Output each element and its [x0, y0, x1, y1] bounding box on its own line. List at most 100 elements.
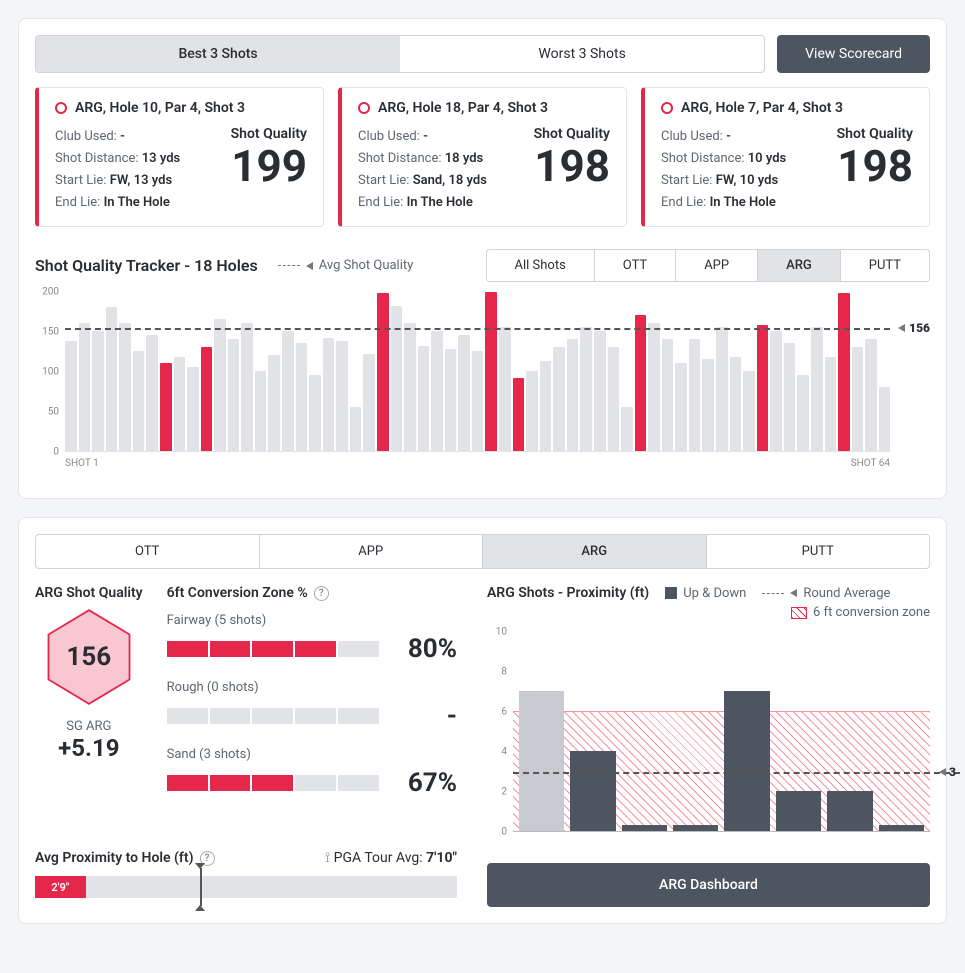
bar [716, 327, 728, 451]
shot-details: Club Used: - Shot Distance: 10 yds Start… [661, 126, 786, 214]
filter-app[interactable]: APP [675, 250, 757, 281]
conversion-row: Rough (0 shots) - [167, 680, 457, 731]
bar [838, 293, 850, 451]
tab-best-shots[interactable]: Best 3 Shots [36, 36, 400, 72]
bar [363, 354, 375, 452]
view-scorecard-button[interactable]: View Scorecard [777, 35, 930, 73]
bar [404, 323, 416, 451]
bar [201, 347, 213, 451]
pct: 80% [399, 634, 457, 664]
bar [485, 292, 497, 451]
bar [553, 347, 565, 451]
bar [608, 347, 620, 451]
tracker-filter-tabs: All ShotsOTTAPPARGPUTT [486, 249, 931, 282]
segment-bar [167, 775, 379, 791]
bar [146, 335, 158, 451]
shot-cards-row: ARG, Hole 10, Par 4, Shot 3 Club Used: -… [35, 87, 930, 227]
filter-ott[interactable]: OTT [594, 250, 675, 281]
tab-ott[interactable]: OTT [36, 535, 259, 568]
filter-all-shots[interactable]: All Shots [487, 250, 594, 281]
bar [702, 359, 714, 451]
bar [635, 315, 647, 451]
bar [675, 363, 687, 451]
sg-value: +5.19 [35, 734, 143, 762]
pct: 67% [399, 768, 457, 798]
pga-avg: ⟟ PGA Tour Avg: 7'10" [325, 850, 457, 866]
tab-arg[interactable]: ARG [482, 535, 706, 568]
prox-bar [724, 691, 769, 831]
bar [458, 335, 470, 451]
pct: - [399, 701, 457, 731]
filter-putt[interactable]: PUTT [840, 250, 929, 281]
shot-card: ARG, Hole 10, Par 4, Shot 3 Club Used: -… [35, 87, 324, 227]
tracker-avg-label: 156 [898, 321, 930, 335]
triangle-icon [790, 589, 797, 597]
prox-bar [673, 825, 718, 831]
help-icon[interactable]: ? [314, 586, 329, 601]
arg-right-col: ARG Shots - Proximity (ft) Up & Down Rou… [487, 585, 930, 907]
bar [377, 293, 389, 451]
x-first: SHOT 1 [65, 458, 99, 469]
shot-title: ARG, Hole 7, Par 4, Shot 3 [681, 100, 843, 116]
my-prox-fill: 2'9" [35, 876, 86, 898]
bar [187, 367, 199, 451]
bar [648, 323, 660, 451]
bar [255, 371, 267, 451]
ring-icon [358, 102, 370, 114]
square-icon [665, 587, 677, 599]
prox-bar [519, 691, 564, 831]
tracker-title: Shot Quality Tracker - 18 Holes [35, 256, 258, 275]
bar [730, 357, 742, 451]
tracker-y-axis: 050100150200 [35, 292, 61, 452]
tracker-x-axis: SHOT 1 SHOT 64 [65, 458, 890, 469]
shot-card: ARG, Hole 18, Par 4, Shot 3 Club Used: -… [338, 87, 627, 227]
shot-quality: Shot Quality 199 [231, 126, 307, 214]
shot-details: Club Used: - Shot Distance: 18 yds Start… [358, 126, 487, 214]
shots-card: Best 3 Shots Worst 3 Shots View Scorecar… [18, 18, 947, 499]
bar [92, 331, 104, 451]
bar [526, 371, 538, 451]
triangle-icon [306, 262, 313, 270]
left-row: ARG Shot Quality 156 SG ARG +5.19 6ft Co… [35, 585, 457, 814]
bar [621, 407, 633, 451]
bar [540, 361, 552, 451]
tracker-avg-line [65, 328, 890, 330]
tab-worst-shots[interactable]: Worst 3 Shots [400, 36, 764, 72]
bar [336, 341, 348, 451]
bar [472, 351, 484, 451]
bar [784, 343, 796, 451]
bar [445, 349, 457, 451]
hatch-icon [791, 607, 807, 619]
bar [119, 323, 131, 451]
filter-arg[interactable]: ARG [757, 250, 840, 281]
quality-hexagon: 156 [44, 607, 134, 707]
prox-bar [622, 825, 667, 831]
avg-prox-slider[interactable]: 2'9" [35, 876, 457, 898]
bar [743, 371, 755, 451]
conversion-row: Fairway (5 shots) 80% [167, 613, 457, 664]
prox-bar [776, 791, 821, 831]
bar [133, 351, 145, 451]
arg-detail-card: OTTAPPARGPUTT ARG Shot Quality 156 SG AR… [18, 517, 947, 924]
bar [513, 378, 525, 452]
conversion-rows: Fairway (5 shots) 80%Rough (0 shots) -Sa… [167, 613, 457, 798]
bar [594, 331, 606, 451]
hex-value: 156 [66, 642, 111, 672]
shot-quality: Shot Quality 198 [837, 126, 913, 214]
legend-zone: 6 ft conversion zone [791, 605, 930, 620]
shot-quality: Shot Quality 198 [534, 126, 610, 214]
bar [770, 331, 782, 451]
top-controls: Best 3 Shots Worst 3 Shots View Scorecar… [35, 35, 930, 73]
tab-putt[interactable]: PUTT [706, 535, 930, 568]
bar [662, 339, 674, 451]
bar [268, 355, 280, 451]
shot-card: ARG, Hole 7, Par 4, Shot 3 Club Used: - … [641, 87, 930, 227]
x-last: SHOT 64 [851, 458, 890, 469]
sg-label: SG ARG [35, 719, 143, 734]
bar [296, 343, 308, 451]
arg-dashboard-button[interactable]: ARG Dashboard [487, 863, 930, 907]
avg-prox-label: Avg Proximity to Hole (ft) ? [35, 850, 215, 866]
bar [797, 375, 809, 451]
tab-app[interactable]: APP [259, 535, 483, 568]
bar [214, 319, 226, 451]
